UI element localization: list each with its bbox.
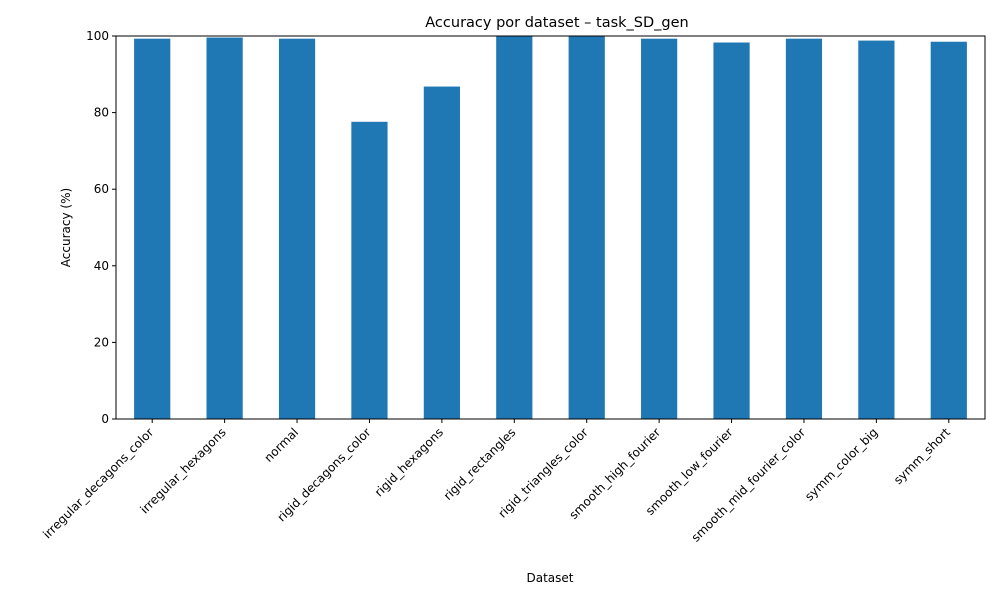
y-tick-label: 40 bbox=[94, 259, 109, 273]
y-tick-label: 60 bbox=[94, 182, 109, 196]
x-axis-label: Dataset bbox=[527, 571, 574, 585]
bar-symm-short bbox=[930, 41, 967, 420]
x-tick-label: symm_short bbox=[891, 425, 953, 487]
chart-title: Accuracy por dataset – task_SD_gen bbox=[425, 15, 688, 31]
bars-group bbox=[134, 36, 967, 420]
bar-rigid-hexagons bbox=[423, 86, 460, 419]
y-axis-label: Accuracy (%) bbox=[59, 188, 73, 267]
y-tick-label: 0 bbox=[101, 412, 109, 426]
bar-smooth-mid-fourier-color bbox=[785, 38, 823, 419]
bar-rigid-decagons-color bbox=[351, 121, 388, 420]
plot-frame bbox=[115, 35, 986, 420]
x-tick-label: normal bbox=[262, 425, 302, 465]
bar-irregular-hexagons bbox=[206, 37, 243, 419]
x-axis: irregular_decagons_colorirregular_hexago… bbox=[40, 419, 953, 545]
x-tick-label: symm_color_big bbox=[802, 425, 880, 503]
bar-symm-color-big bbox=[858, 40, 895, 419]
bar-rigid-rectangles bbox=[496, 36, 533, 419]
y-tick-label: 80 bbox=[94, 106, 109, 120]
bar-smooth-low-fourier bbox=[713, 42, 750, 420]
x-tick-label: irregular_decagons_color bbox=[40, 425, 156, 541]
bar-smooth-high-fourier bbox=[641, 38, 678, 419]
y-axis: 0 20 40 60 80 100 bbox=[86, 29, 116, 426]
x-tick-label: rigid_hexagons bbox=[372, 425, 446, 499]
y-tick-label: 100 bbox=[86, 29, 109, 43]
bar-irregular-decagons-color bbox=[134, 38, 171, 419]
x-tick-label: rigid_rectangles bbox=[441, 425, 519, 503]
bar-normal bbox=[278, 38, 316, 419]
y-tick-label: 20 bbox=[94, 335, 109, 349]
bar-rigid-triangles-color bbox=[568, 36, 605, 419]
